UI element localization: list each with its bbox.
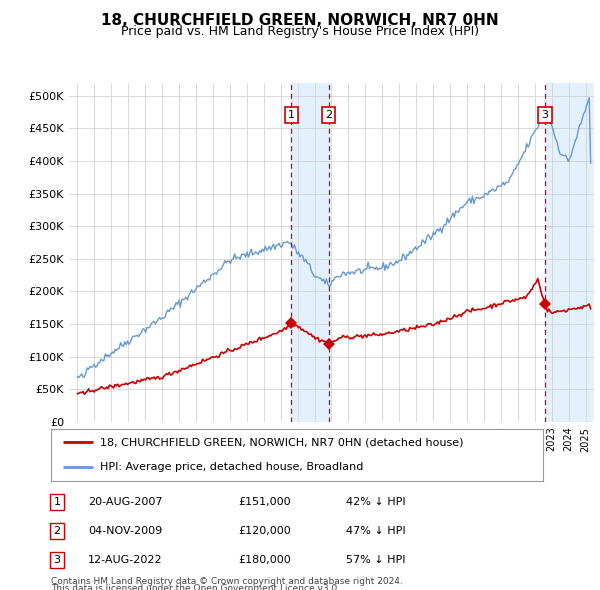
Text: 2: 2 <box>325 110 332 120</box>
Text: 1: 1 <box>288 110 295 120</box>
Text: 2: 2 <box>53 526 61 536</box>
Text: Price paid vs. HM Land Registry's House Price Index (HPI): Price paid vs. HM Land Registry's House … <box>121 25 479 38</box>
Text: 18, CHURCHFIELD GREEN, NORWICH, NR7 0HN: 18, CHURCHFIELD GREEN, NORWICH, NR7 0HN <box>101 13 499 28</box>
Text: 42% ↓ HPI: 42% ↓ HPI <box>346 497 406 507</box>
Text: 3: 3 <box>542 110 548 120</box>
Text: 04-NOV-2009: 04-NOV-2009 <box>88 526 162 536</box>
Text: £120,000: £120,000 <box>238 526 291 536</box>
Text: This data is licensed under the Open Government Licence v3.0.: This data is licensed under the Open Gov… <box>51 584 340 590</box>
Text: Contains HM Land Registry data © Crown copyright and database right 2024.: Contains HM Land Registry data © Crown c… <box>51 577 403 586</box>
Text: 20-AUG-2007: 20-AUG-2007 <box>88 497 163 507</box>
Text: 47% ↓ HPI: 47% ↓ HPI <box>346 526 406 536</box>
Bar <box>292 83 329 422</box>
Text: 18, CHURCHFIELD GREEN, NORWICH, NR7 0HN (detached house): 18, CHURCHFIELD GREEN, NORWICH, NR7 0HN … <box>100 437 464 447</box>
Text: £180,000: £180,000 <box>238 555 291 565</box>
Text: 3: 3 <box>53 555 61 565</box>
Bar <box>545 83 594 422</box>
Text: 57% ↓ HPI: 57% ↓ HPI <box>346 555 406 565</box>
Text: HPI: Average price, detached house, Broadland: HPI: Average price, detached house, Broa… <box>100 463 364 473</box>
Text: £151,000: £151,000 <box>238 497 290 507</box>
Text: 12-AUG-2022: 12-AUG-2022 <box>88 555 163 565</box>
Text: 1: 1 <box>53 497 61 507</box>
